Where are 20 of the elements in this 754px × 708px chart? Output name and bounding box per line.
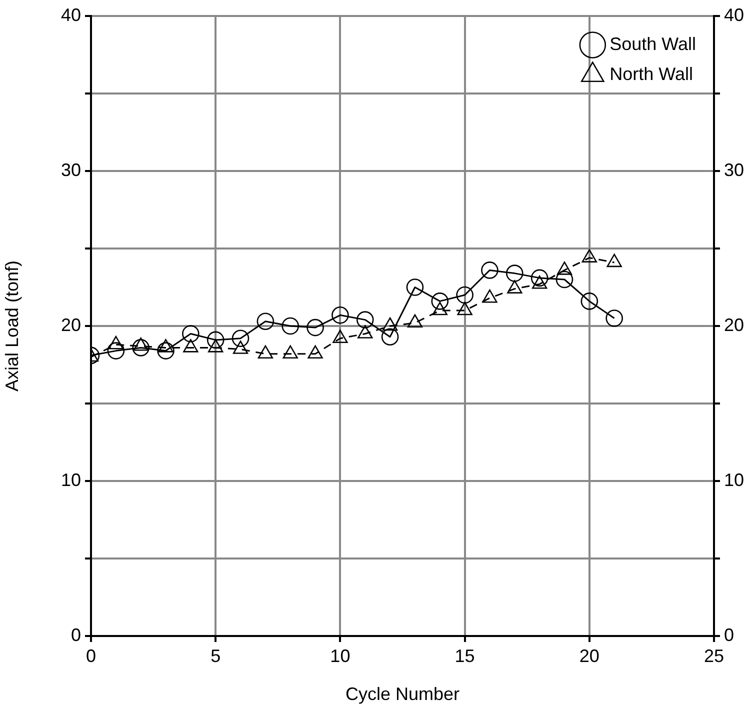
x-tick-label: 0 (86, 646, 96, 666)
x-tick-label: 20 (579, 646, 600, 666)
legend-label: North Wall (610, 64, 693, 84)
y2-tick-label: 40 (724, 4, 744, 25)
y2-tick-label: 0 (724, 624, 734, 645)
y-tick-label: 40 (60, 4, 81, 25)
y-tick-label: 10 (60, 470, 81, 490)
y2-tick-label: 20 (724, 314, 744, 335)
y2-tick-label: 30 (724, 160, 744, 180)
x-tick-label: 5 (210, 646, 221, 666)
legend-label: South Wall (610, 34, 696, 54)
x-tick-label: 15 (454, 646, 475, 666)
y-tick-label: 30 (60, 160, 81, 180)
y-axis-title: Axial Load (tonf) (2, 260, 22, 392)
y-tick-label: 0 (70, 624, 81, 645)
x-tick-label: 25 (704, 646, 724, 666)
x-tick-label: 10 (330, 646, 350, 666)
x-axis-title: Cycle Number (345, 684, 460, 704)
y-tick-label: 20 (60, 314, 81, 335)
y2-tick-label: 10 (724, 470, 744, 490)
